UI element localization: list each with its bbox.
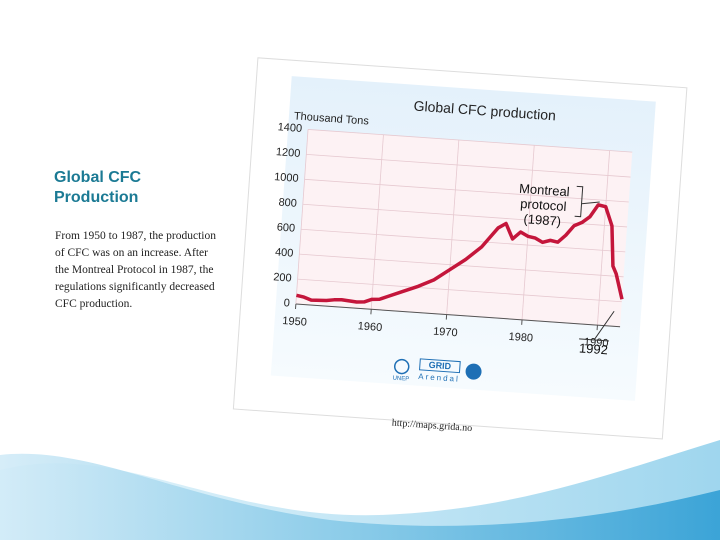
x-tick-label: 1970	[433, 326, 458, 340]
data-line	[296, 203, 624, 304]
grid-line	[299, 253, 624, 278]
x-tick-label: 1950	[282, 315, 307, 329]
logo-text: GRID	[428, 360, 452, 372]
annotation-bracket	[574, 185, 600, 218]
annotation-bracket	[579, 310, 615, 342]
annotation: 1992	[578, 340, 608, 357]
y-tick-label: 400	[275, 246, 294, 259]
grid-line	[304, 178, 629, 203]
grid-line	[306, 153, 631, 178]
grid-line	[521, 145, 535, 320]
grid-line	[597, 150, 611, 326]
x-tick-label: 1960	[357, 320, 382, 334]
annotation: protocol	[520, 196, 567, 214]
y-tick-label: 1200	[275, 146, 300, 160]
grid-line	[302, 203, 628, 228]
y-tick-label: 800	[278, 196, 297, 209]
slide-body: From 1950 to 1987, the production of CFC…	[55, 230, 216, 310]
logo-icon	[465, 363, 482, 380]
slide-title: Global CFC Production	[54, 169, 142, 206]
x-axis	[295, 303, 621, 328]
grid-line	[301, 228, 626, 253]
y-tick-label: 200	[273, 271, 292, 284]
logo-text: Arendal	[418, 372, 460, 384]
grid-line	[297, 278, 622, 303]
y-tick-label: 600	[276, 221, 295, 234]
annotation: (1987)	[523, 211, 562, 229]
grid-line	[370, 134, 384, 310]
x-tick-label: 1980	[508, 331, 533, 345]
wave	[0, 453, 720, 540]
annotation: Montreal	[519, 181, 571, 199]
y-tick-label: 0	[283, 297, 290, 309]
grid-line	[446, 139, 460, 315]
y-tick-label: 1000	[274, 171, 299, 185]
y-axis-label: Thousand Tons	[294, 110, 370, 127]
logo-box	[419, 358, 461, 374]
y-tick-label: 1400	[277, 121, 302, 135]
plot-area	[295, 129, 633, 327]
logo-icon	[393, 358, 410, 375]
grid-line	[295, 129, 309, 305]
logo-text: UNEP	[392, 376, 409, 383]
grid-line	[308, 129, 633, 153]
